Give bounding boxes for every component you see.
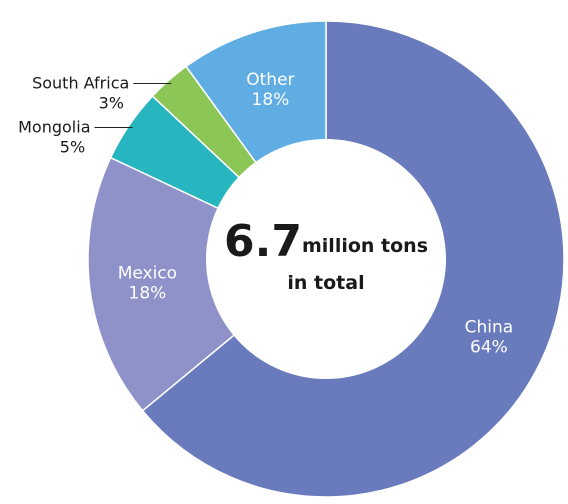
slice-label-china: China	[465, 318, 514, 338]
leader-lines	[94, 83, 172, 128]
slice-mexico	[87, 156, 328, 412]
slice-value-china: 64%	[470, 338, 508, 358]
center-total: 6.7 million tons in total	[224, 216, 428, 294]
slice-value-mongolia: 5%	[60, 138, 85, 157]
slice-label-other: Other	[246, 70, 294, 90]
total-subtext: in total	[287, 272, 364, 294]
total-unit: million tons	[302, 235, 428, 257]
slice-label-south-africa: South Africa	[32, 74, 129, 93]
slice-value-mexico: 18%	[129, 284, 167, 304]
center-hole	[206, 139, 446, 379]
slice-label-mexico: Mexico	[118, 264, 177, 284]
total-value: 6.7	[224, 216, 302, 267]
slice-value-south-africa: 3%	[99, 94, 124, 113]
slice-value-other: 18%	[252, 90, 290, 110]
slice-label-mongolia: Mongolia	[18, 118, 90, 137]
